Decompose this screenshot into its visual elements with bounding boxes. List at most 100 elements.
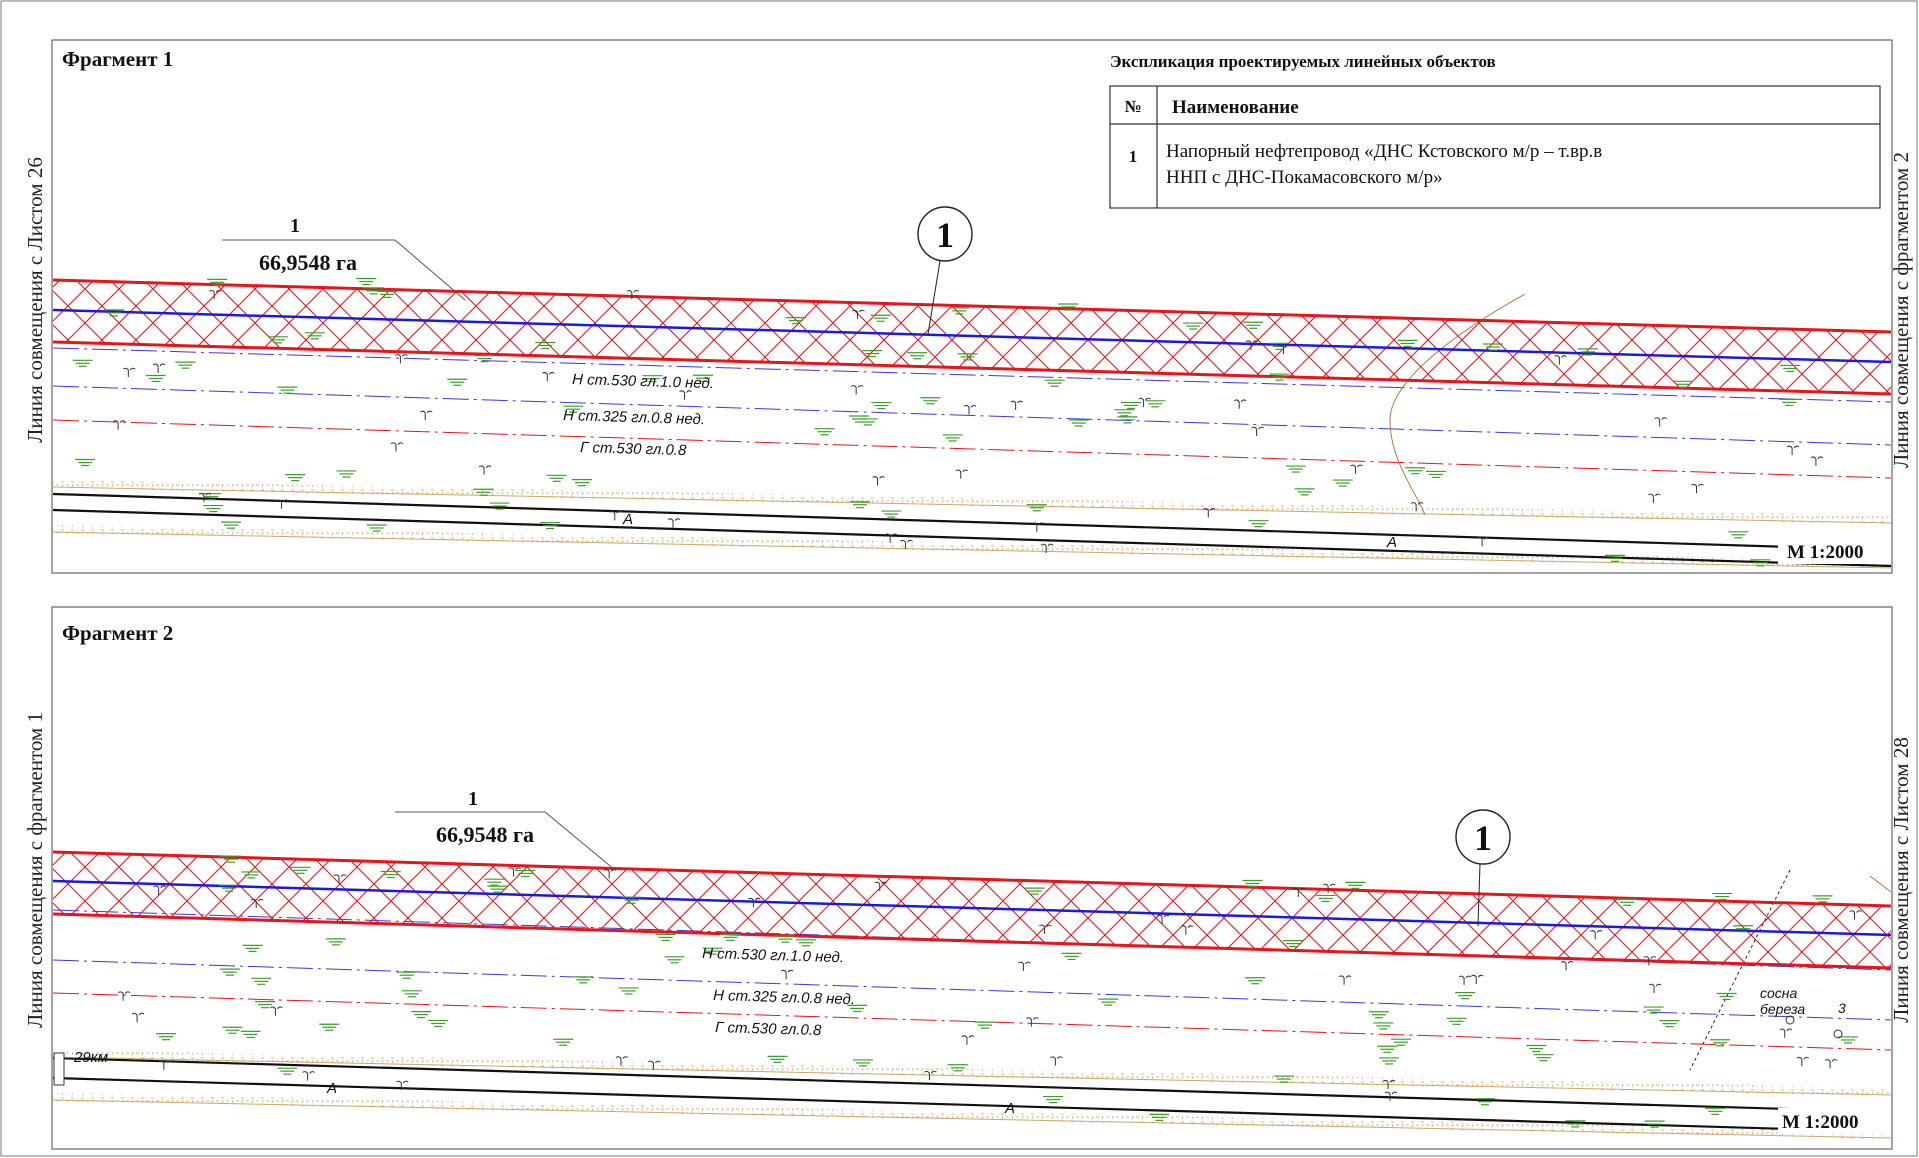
shrub-symbol bbox=[396, 1080, 409, 1091]
grass-symbol bbox=[871, 401, 892, 410]
grass-symbol bbox=[767, 1055, 788, 1063]
grass-symbol bbox=[1779, 398, 1800, 406]
shrub-symbol bbox=[1203, 508, 1216, 518]
road-label: А bbox=[1004, 1100, 1015, 1117]
shrub-symbol bbox=[1026, 1017, 1039, 1027]
grass-symbol bbox=[1149, 1113, 1170, 1121]
shrub-symbol bbox=[1810, 456, 1824, 466]
fragment-1: Фрагмент 1 bbox=[51, 39, 1893, 574]
tree-label-pine: сосна bbox=[1760, 985, 1797, 1001]
shrub-symbol bbox=[1654, 417, 1667, 427]
grass-symbol bbox=[1643, 1006, 1664, 1014]
grass-symbol bbox=[428, 1019, 449, 1028]
grass-symbol bbox=[702, 947, 723, 955]
shrub-symbol bbox=[1796, 1056, 1810, 1067]
shrub-symbol bbox=[333, 874, 347, 884]
shrub-symbol bbox=[1786, 445, 1800, 455]
grass-symbol bbox=[72, 359, 93, 367]
grass-symbol bbox=[1405, 467, 1426, 475]
grass-symbol bbox=[336, 470, 357, 478]
shrub-symbol bbox=[276, 499, 289, 509]
grass-symbol bbox=[1733, 925, 1754, 933]
grass-symbol bbox=[1068, 419, 1089, 427]
shrub-symbol bbox=[395, 354, 408, 364]
shrub-symbol bbox=[1018, 961, 1031, 971]
grass-symbol bbox=[1243, 321, 1264, 329]
fragment-frame bbox=[51, 39, 1893, 574]
grass-symbol bbox=[848, 415, 869, 423]
grass-symbol bbox=[655, 933, 676, 942]
grass-symbol bbox=[473, 488, 494, 496]
grass-symbol bbox=[474, 355, 495, 363]
object-number: 1 bbox=[936, 215, 954, 255]
shrub-symbol bbox=[131, 1012, 145, 1023]
shrub-symbol bbox=[158, 1060, 172, 1070]
grass-symbol bbox=[693, 374, 714, 382]
grass-symbol bbox=[920, 397, 941, 405]
shrub-symbol bbox=[924, 1070, 937, 1081]
shrub-symbol bbox=[270, 1006, 283, 1016]
grass-symbol bbox=[1373, 1022, 1394, 1030]
fragment-frame bbox=[51, 606, 1893, 1150]
shrub-symbol bbox=[1410, 502, 1424, 512]
fragment-2: Фрагмент 2 bbox=[51, 606, 1893, 1150]
shrub-symbol bbox=[1050, 1056, 1063, 1066]
grass-symbol bbox=[563, 405, 584, 413]
grass-symbol bbox=[290, 866, 311, 874]
shrub-symbol bbox=[1338, 975, 1352, 985]
grass-symbol bbox=[319, 1023, 340, 1031]
explication-table: Экспликация проектируемых линейных объек… bbox=[1109, 52, 1881, 209]
grass-symbol bbox=[1120, 401, 1141, 410]
grass-symbols bbox=[156, 855, 1859, 1128]
grass-symbol bbox=[447, 378, 468, 386]
shrub-symbol bbox=[1458, 975, 1472, 985]
shrub-symbol bbox=[1039, 924, 1052, 934]
shrub-symbol bbox=[1350, 464, 1363, 474]
grass-symbol bbox=[881, 510, 902, 518]
grass-symbol bbox=[1446, 1017, 1467, 1025]
grass-symbol bbox=[1269, 373, 1290, 381]
grass-symbol bbox=[325, 938, 346, 946]
grass-symbol bbox=[1577, 348, 1598, 356]
road bbox=[53, 480, 1891, 569]
shrub-symbol bbox=[667, 518, 681, 528]
grass-symbol bbox=[1712, 892, 1733, 901]
shrub-symbol bbox=[852, 309, 865, 320]
grass-symbol bbox=[1315, 894, 1336, 903]
grass-symbol bbox=[535, 341, 556, 350]
utility-label: Н ст.325 гл.0.8 нед. bbox=[563, 407, 705, 428]
road bbox=[53, 1050, 1891, 1139]
grass-symbol bbox=[1533, 1054, 1554, 1062]
utility-label: Н ст.325 гл.0.8 нед. bbox=[713, 987, 855, 1008]
shrub-symbol bbox=[542, 372, 555, 382]
grass-symbol bbox=[1482, 343, 1503, 351]
grass-symbol bbox=[515, 869, 536, 878]
utility-label: Н ст.530 гл.1.0 нед. bbox=[702, 945, 844, 966]
shrub-symbol bbox=[900, 539, 913, 550]
grass-symbol bbox=[363, 287, 384, 295]
grass-symbol bbox=[103, 309, 124, 317]
explication-row-name-1: Напорный нефтепровод «ДНС Кстовского м/р… bbox=[1166, 141, 1602, 162]
shrub-symbol bbox=[478, 465, 492, 475]
explication-col-name: Наименование bbox=[1172, 97, 1299, 118]
grass-symbol bbox=[786, 316, 807, 325]
grass-symbol bbox=[380, 870, 401, 879]
grass-symbol bbox=[1061, 952, 1082, 960]
shrub-symbol bbox=[302, 1071, 315, 1081]
plot-area: 66,9548 га bbox=[259, 250, 357, 275]
grass-symbol bbox=[1644, 1120, 1665, 1128]
explication-row-num: 1 bbox=[1129, 147, 1138, 166]
shrub-symbol bbox=[112, 420, 126, 430]
grass-symbol bbox=[356, 277, 377, 286]
grass-symbol bbox=[1474, 1098, 1495, 1106]
grass-symbol bbox=[1659, 1020, 1680, 1028]
shrub-symbol bbox=[1251, 426, 1264, 437]
grass-symbol bbox=[242, 944, 263, 952]
grass-symbol bbox=[957, 353, 978, 361]
grass-symbol bbox=[1838, 1036, 1859, 1044]
grass-symbol bbox=[618, 987, 639, 995]
grass-symbol bbox=[1526, 1044, 1547, 1053]
grass-symbol bbox=[1114, 409, 1135, 417]
grass-symbol bbox=[553, 1038, 574, 1046]
